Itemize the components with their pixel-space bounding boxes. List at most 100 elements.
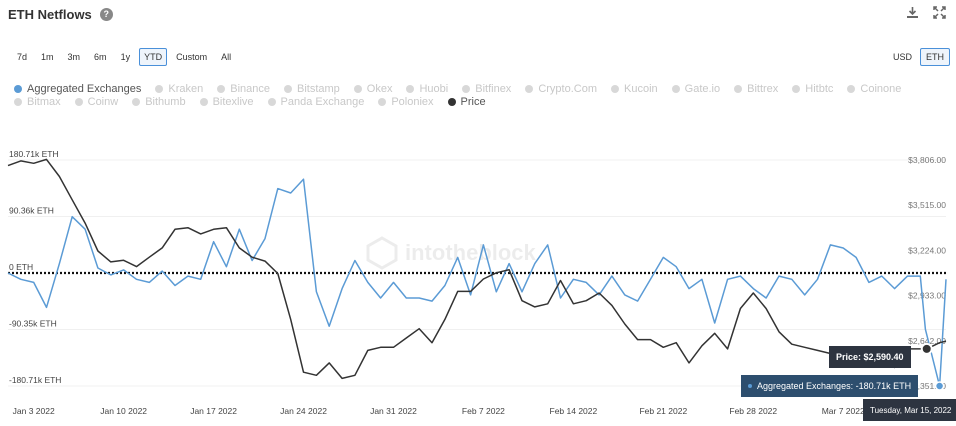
time-range-selector: 7d 1m 3m 6m 1y YTD Custom All bbox=[12, 48, 236, 66]
legend-label: Coinone bbox=[860, 83, 902, 95]
y-right-tick-label: $3,515.00 bbox=[908, 200, 946, 210]
legend-dot bbox=[792, 85, 801, 93]
legend-dot bbox=[14, 98, 22, 106]
download-icon[interactable] bbox=[906, 6, 919, 19]
price-hover-marker bbox=[920, 342, 933, 355]
x-tick-label: Feb 21 2022 bbox=[639, 406, 687, 416]
range-7d-button[interactable]: 7d bbox=[17, 52, 28, 62]
legend-item[interactable]: Bittrex bbox=[734, 83, 778, 95]
legend-item[interactable]: Binance bbox=[217, 83, 270, 95]
legend-item[interactable]: Bitexlive bbox=[199, 96, 254, 108]
legend-label: Gate.io bbox=[684, 83, 721, 95]
y-right-tick-label: $3,806.00 bbox=[908, 155, 946, 165]
legend-dot bbox=[378, 98, 387, 106]
x-tick-label: Jan 31 2022 bbox=[370, 406, 417, 416]
range-ytd-button[interactable]: YTD bbox=[139, 48, 168, 66]
legend-dot bbox=[155, 85, 164, 93]
legend-label: Panda Exchange bbox=[280, 96, 365, 108]
legend-item[interactable]: Aggregated Exchanges bbox=[14, 83, 141, 95]
range-1m-button[interactable]: 1m bbox=[41, 52, 54, 62]
legend-dot bbox=[611, 85, 619, 93]
legend-label: Kraken bbox=[168, 83, 204, 95]
x-tick-label: Mar 7 2022 bbox=[822, 406, 865, 416]
date-tooltip: Tuesday, Mar 15, 2022 bbox=[863, 399, 956, 421]
legend-item[interactable]: Bitfinex bbox=[462, 83, 511, 95]
legend-label: Bithumb bbox=[145, 96, 186, 108]
currency-usd-button[interactable]: USD bbox=[892, 52, 912, 62]
expand-icon[interactable] bbox=[933, 6, 946, 19]
netflow-series-line bbox=[7, 178, 947, 387]
top-toolbar bbox=[906, 6, 946, 19]
y-left-tick-label: -90.35k ETH bbox=[9, 318, 57, 328]
help-icon[interactable]: ? bbox=[99, 7, 113, 21]
aggregated-tooltip: Aggregated Exchanges: -180.71k ETH bbox=[741, 375, 919, 397]
legend-item[interactable]: Hitbtc bbox=[792, 83, 833, 95]
legend-label: Coinw bbox=[87, 96, 119, 108]
legend-dot bbox=[74, 98, 83, 106]
legend-dot bbox=[462, 85, 471, 93]
range-custom-button[interactable]: Custom bbox=[176, 52, 208, 62]
legend-dot bbox=[406, 85, 415, 93]
currency-selector: USD ETH bbox=[887, 48, 950, 66]
legend-item[interactable]: Bitmax bbox=[14, 96, 61, 108]
legend-dot bbox=[199, 98, 208, 106]
legend-label: Bitexlive bbox=[212, 96, 254, 108]
chart-legend: Aggregated Exchanges Kraken Binance Bitstam… bbox=[14, 83, 944, 108]
price-tooltip: Price: $2,590.40 bbox=[829, 346, 911, 368]
legend-label: Poloniex bbox=[391, 96, 434, 108]
legend-dot bbox=[447, 98, 456, 106]
x-tick-label: Feb 7 2022 bbox=[462, 406, 505, 416]
y-left-tick-label: 0 ETH bbox=[9, 262, 33, 272]
legend-item[interactable]: Crypto.Com bbox=[525, 83, 597, 95]
tooltip-series-dot bbox=[748, 384, 752, 388]
legend-item[interactable]: Coinw bbox=[74, 96, 119, 108]
y-left-tick-label: 90.36k ETH bbox=[9, 205, 54, 215]
legend-item[interactable]: Bitstamp bbox=[284, 83, 340, 95]
legend-item[interactable]: Huobi bbox=[406, 83, 448, 95]
legend-item[interactable]: Kucoin bbox=[611, 83, 658, 95]
y-right-tick-label: $2,642.00 bbox=[908, 336, 946, 346]
legend-dot bbox=[14, 85, 22, 93]
legend-label: Okex bbox=[366, 83, 393, 95]
range-1y-button[interactable]: 1y bbox=[120, 52, 131, 62]
chart-header: ETH Netflows ? bbox=[8, 4, 113, 24]
legend-dot bbox=[525, 85, 534, 93]
price-series-line bbox=[7, 158, 947, 380]
netflow-hover-marker bbox=[934, 381, 945, 391]
legend-dot bbox=[734, 85, 743, 93]
legend-item[interactable]: Kraken bbox=[155, 83, 203, 95]
aggregated-tooltip-text: Aggregated Exchanges: -180.71k ETH bbox=[757, 381, 912, 391]
chart-title: ETH Netflows bbox=[8, 6, 92, 22]
y-right-tick-label: $2,351.00 bbox=[908, 381, 946, 391]
legend-item[interactable]: Poloniex bbox=[378, 96, 434, 108]
legend-item[interactable]: Bithumb bbox=[132, 96, 186, 108]
legend-label: Crypto.Com bbox=[538, 83, 597, 95]
legend-dot bbox=[132, 98, 141, 106]
legend-dot bbox=[353, 85, 362, 93]
range-6m-button[interactable]: 6m bbox=[94, 52, 107, 62]
legend-dot bbox=[671, 85, 680, 93]
watermark-logo: intotheblock bbox=[365, 236, 536, 270]
legend-dot bbox=[284, 85, 292, 93]
legend-item[interactable]: Gate.io bbox=[671, 83, 721, 95]
legend-dot bbox=[267, 98, 276, 106]
legend-label: Bitmax bbox=[27, 96, 61, 108]
legend-item[interactable]: Okex bbox=[353, 83, 393, 95]
range-all-button[interactable]: All bbox=[221, 52, 232, 62]
legend-label: Bitfinex bbox=[475, 83, 512, 95]
legend-item[interactable]: Panda Exchange bbox=[267, 96, 365, 108]
y-left-tick-label: -180.71k ETH bbox=[9, 375, 61, 385]
range-3m-button[interactable]: 3m bbox=[67, 52, 81, 62]
y-right-tick-label: $3,224.00 bbox=[908, 245, 946, 255]
legend-dot bbox=[847, 85, 856, 93]
x-tick-label: Jan 24 2022 bbox=[280, 406, 327, 416]
legend-label: Hitbtc bbox=[805, 83, 834, 95]
y-right-tick-label: $2,933.00 bbox=[908, 291, 946, 301]
legend-label: Aggregated Exchanges bbox=[27, 83, 142, 95]
legend-item[interactable]: Coinone bbox=[847, 83, 901, 95]
currency-eth-button[interactable]: ETH bbox=[920, 48, 950, 66]
x-tick-label: Feb 14 2022 bbox=[550, 406, 598, 416]
legend-item[interactable]: Price bbox=[447, 96, 486, 108]
y-left-tick-label: 180.71k ETH bbox=[9, 149, 59, 159]
x-tick-label: Jan 17 2022 bbox=[190, 406, 237, 416]
